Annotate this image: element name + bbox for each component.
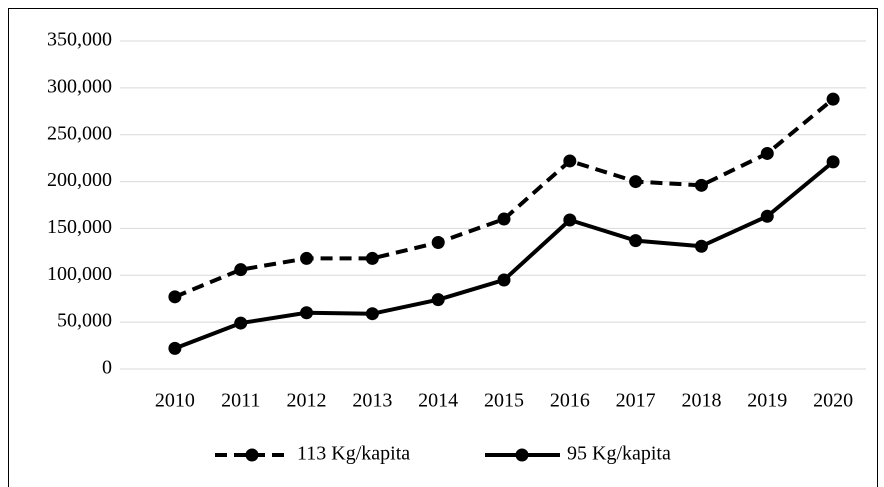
x-tick-label: 2012 (287, 390, 327, 412)
legend-marker (515, 448, 529, 462)
x-tick-label: 2018 (681, 390, 721, 412)
x-tick-label: 2014 (418, 390, 458, 412)
y-tick-label: 50,000 (57, 310, 112, 332)
y-tick-label: 200,000 (47, 169, 112, 191)
point-marker (168, 341, 182, 355)
point-marker (497, 273, 511, 287)
point-marker (563, 213, 577, 227)
point-marker (629, 175, 643, 189)
y-tick-label: 150,000 (47, 216, 112, 238)
point-marker (497, 212, 511, 226)
point-marker (760, 209, 774, 223)
series-line (174, 160, 835, 351)
point-marker (300, 251, 314, 265)
point-marker (760, 146, 774, 160)
point-marker (234, 316, 248, 330)
x-tick-label: 2016 (550, 390, 590, 412)
legend-label: 95 Kg/kapita (567, 443, 671, 465)
series-line (174, 97, 835, 299)
x-tick-label: 2010 (155, 390, 195, 412)
x-tick-label: 2015 (484, 390, 524, 412)
y-tick-label: 0 (102, 357, 112, 379)
point-marker (168, 290, 182, 304)
point-marker (826, 92, 840, 106)
y-tick-label: 350,000 (47, 29, 112, 51)
x-tick-label: 2013 (352, 390, 392, 412)
y-tick-label: 300,000 (47, 75, 112, 97)
point-marker (234, 263, 248, 277)
point-marker (365, 251, 379, 265)
y-tick-label: 100,000 (47, 263, 112, 285)
point-marker (431, 235, 445, 249)
point-marker (431, 293, 445, 307)
point-marker (563, 154, 577, 168)
point-marker (694, 239, 708, 253)
chart-frame (8, 8, 878, 487)
point-marker (365, 307, 379, 321)
x-tick-label: 2011 (221, 390, 260, 412)
legend-label: 113 Kg/kapita (297, 443, 410, 465)
point-marker (629, 234, 643, 248)
point-marker (300, 306, 314, 320)
legend-marker (245, 448, 259, 462)
x-tick-label: 2017 (616, 390, 656, 412)
point-marker (826, 155, 840, 169)
point-marker (694, 178, 708, 192)
x-tick-label: 2020 (813, 390, 853, 412)
y-tick-label: 250,000 (47, 122, 112, 144)
x-tick-label: 2019 (747, 390, 787, 412)
